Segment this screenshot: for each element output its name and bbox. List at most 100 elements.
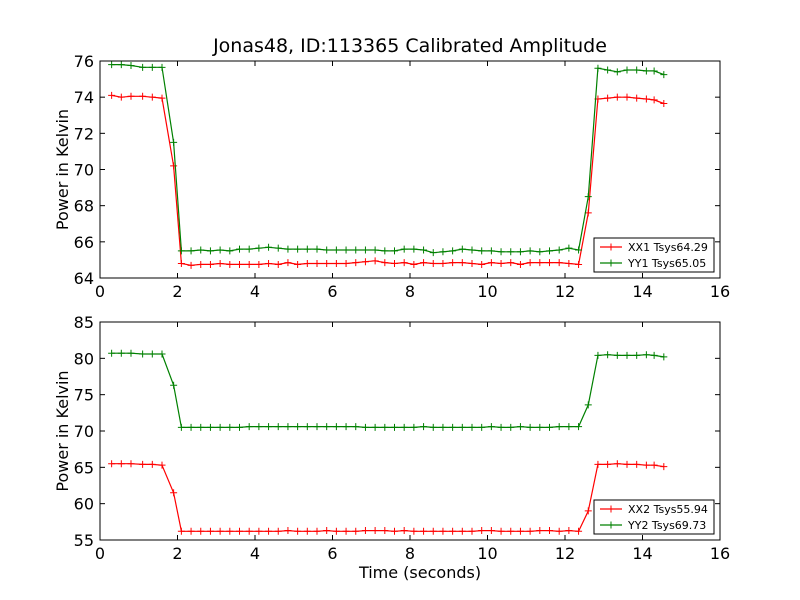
x-tick-label: 14: [632, 544, 652, 563]
data-point-1-0-11: [216, 527, 224, 535]
data-point-1-0-20: [303, 527, 311, 535]
data-point-1-0-38: [478, 527, 486, 535]
data-point-0-1-2: [127, 62, 135, 70]
legend: XX1 Tsys64.29 YY1 Tsys65.05: [593, 237, 715, 273]
y-tick-label: 70: [74, 422, 94, 441]
x-tick-label: 6: [327, 544, 337, 563]
data-point-0-0-35: [449, 259, 457, 267]
data-point-1-1-22: [323, 423, 331, 431]
data-point-1-1-27: [371, 423, 379, 431]
data-point-0-0-43: [526, 259, 534, 267]
data-point-1-1-21: [313, 423, 321, 431]
data-point-1-1-50: [594, 351, 602, 359]
x-tick-label: 8: [405, 282, 415, 301]
y-tick-label: 68: [74, 197, 94, 216]
x-tick-label: 4: [250, 544, 260, 563]
data-point-0-0-12: [226, 260, 234, 268]
x-axis-label: Time (seconds): [358, 563, 481, 582]
series-line-0-0: [111, 94, 665, 266]
legend-box: [593, 237, 715, 273]
data-point-1-1-35: [449, 423, 457, 431]
data-point-1-1-48: [575, 423, 583, 431]
data-point-1-0-26: [361, 527, 369, 535]
legend-label: YY2 Tsys69.73: [627, 519, 706, 532]
data-point-0-0-16: [265, 260, 273, 268]
data-point-1-1-44: [536, 423, 544, 431]
data-point-1-1-41: [507, 423, 515, 431]
data-point-1-1-54: [633, 351, 641, 359]
data-point-0-1-54: [633, 66, 641, 74]
data-point-0-1-44: [536, 248, 544, 256]
data-point-1-1-8: [187, 423, 195, 431]
y-tick-label: 80: [74, 349, 94, 368]
data-point-0-1-47: [565, 244, 573, 252]
x-tick-label: 16: [710, 544, 730, 563]
x-tick-label: 10: [477, 282, 497, 301]
data-point-1-1-9: [197, 423, 205, 431]
data-point-1-0-14: [245, 527, 253, 535]
data-point-1-0-3: [139, 460, 147, 468]
data-point-1-0-8: [187, 527, 195, 535]
data-point-1-1-2: [127, 349, 135, 357]
data-point-0-0-0: [108, 91, 116, 99]
data-point-1-0-34: [439, 527, 447, 535]
data-point-0-0-38: [478, 260, 486, 268]
data-point-0-1-13: [236, 245, 243, 253]
data-point-1-1-16: [265, 423, 273, 431]
data-point-1-1-12: [226, 423, 234, 431]
data-point-0-0-15: [255, 260, 263, 268]
data-point-0-1-5: [158, 63, 166, 71]
y-tick-label: 66: [74, 233, 94, 252]
data-point-1-0-51: [604, 460, 612, 468]
data-point-0-1-7: [177, 247, 185, 255]
legend: XX2 Tsys55.94 YY2 Tsys69.73: [593, 499, 715, 535]
data-point-0-1-31: [410, 245, 418, 253]
legend-label: YY1 Tsys65.05: [627, 257, 706, 270]
data-point-0-1-21: [313, 245, 321, 253]
data-point-0-1-25: [352, 246, 360, 254]
data-point-1-1-7: [177, 423, 185, 431]
data-point-0-1-20: [303, 245, 311, 253]
data-point-0-1-51: [604, 66, 612, 74]
legend-label: XX1 Tsys64.29: [628, 241, 708, 254]
data-point-0-0-10: [206, 260, 214, 268]
data-point-1-1-47: [565, 423, 573, 431]
y-tick-label: 75: [74, 386, 94, 405]
data-point-0-0-41: [507, 259, 515, 267]
data-point-1-1-25: [352, 423, 360, 431]
data-point-0-1-17: [274, 244, 282, 252]
y-tick-label: 72: [74, 124, 94, 143]
data-point-0-0-55: [642, 95, 650, 103]
data-point-0-1-57: [660, 71, 668, 79]
data-point-1-1-14: [245, 423, 253, 431]
data-point-1-1-55: [642, 351, 650, 359]
x-tick-label: 16: [710, 282, 730, 301]
data-point-0-1-36: [458, 245, 466, 253]
data-point-1-1-49: [584, 401, 592, 409]
data-point-1-1-13: [236, 423, 243, 431]
data-point-0-0-53: [623, 93, 631, 101]
data-point-1-0-29: [391, 527, 398, 535]
data-point-1-0-36: [458, 527, 466, 535]
legend-marker: [607, 243, 615, 251]
series-line-0-1: [111, 63, 665, 254]
data-point-1-1-24: [342, 423, 350, 431]
series-line-1-0: [111, 463, 664, 532]
data-point-0-0-42: [516, 260, 524, 268]
data-point-1-0-6: [170, 489, 178, 497]
y-tick-label: 65: [74, 458, 94, 477]
data-point-1-0-42: [516, 527, 524, 535]
data-point-0-0-3: [139, 92, 147, 100]
data-point-0-0-25: [352, 259, 360, 267]
data-point-1-1-31: [410, 423, 418, 431]
data-point-0-0-26: [361, 258, 369, 266]
data-point-0-1-9: [197, 246, 205, 254]
data-point-1-1-46: [555, 423, 563, 431]
data-point-1-1-36: [458, 423, 466, 431]
data-point-1-0-28: [381, 527, 389, 535]
data-point-0-0-27: [371, 257, 379, 265]
data-point-0-1-40: [497, 248, 505, 256]
data-point-0-0-2: [127, 92, 135, 100]
